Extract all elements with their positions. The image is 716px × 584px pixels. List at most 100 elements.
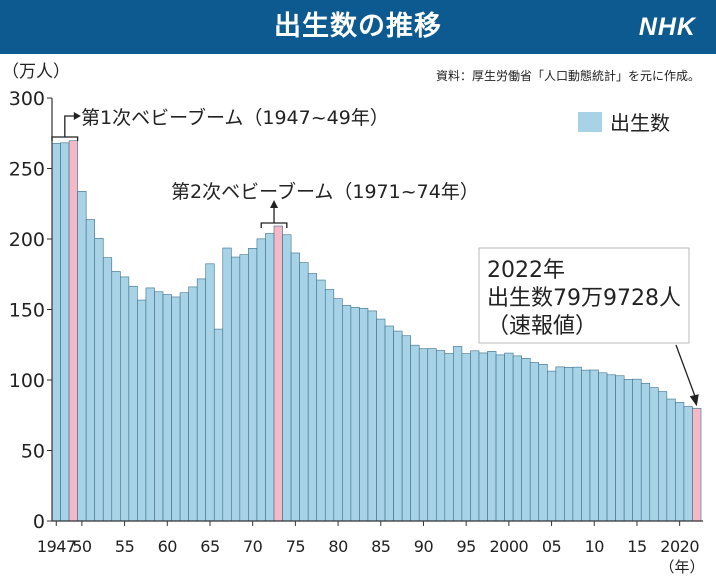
bar-2004: [538, 364, 548, 522]
bar-1959: [154, 291, 164, 522]
bar-2017: [649, 387, 659, 522]
birth-count-bar-chart: （万人） 資料：厚生労働省「人口動態統計」を元に作成。 050100150200…: [2, 62, 705, 576]
bar-1952: [94, 237, 104, 522]
x-tick-label: 1947: [37, 537, 76, 556]
bar-2011: [598, 372, 608, 522]
x-tick-label: 10: [585, 537, 605, 556]
callout-line: 2022年: [487, 258, 565, 283]
bar-1954: [111, 271, 121, 522]
page-title: 出生数の推移: [274, 11, 442, 42]
x-tick-label: 2000: [490, 537, 529, 556]
nhk-logo: NHK: [638, 13, 696, 41]
bar-2003: [529, 362, 540, 522]
bar-2016: [640, 382, 651, 522]
bar-1999: [495, 354, 505, 522]
x-tick-label: 85: [371, 537, 390, 556]
callout-line: （速報値）: [487, 314, 597, 339]
x-tick-label: 90: [414, 537, 434, 556]
bar-2007: [564, 367, 574, 522]
bar-1969: [239, 254, 249, 522]
bar-2000: [504, 352, 514, 522]
bar-1987: [393, 330, 403, 522]
callout-line: 出生数79万9728人: [487, 286, 681, 311]
bar-2008: [572, 366, 582, 522]
bar-2002: [521, 357, 531, 522]
x-tick-label: 75: [286, 537, 305, 556]
bar-1948: [60, 142, 70, 522]
x-tick-label: 65: [200, 537, 219, 556]
bar-1958: [145, 287, 155, 522]
legend-swatch: [578, 112, 602, 132]
bar-1976: [299, 262, 309, 522]
x-tick-label: 15: [627, 537, 646, 556]
bar-2018: [658, 391, 668, 522]
bar-1997: [478, 352, 488, 522]
y-axis-unit-label: （万人）: [2, 62, 70, 82]
bar-1998: [487, 351, 497, 522]
bar-2010: [589, 369, 599, 522]
bar-1953: [102, 257, 113, 522]
bar-1947: [51, 142, 61, 522]
bar-1963: [188, 286, 198, 522]
bar-1985: [376, 318, 386, 522]
legend-label: 出生数: [610, 111, 670, 135]
y-tick-label: 100: [9, 370, 45, 392]
bar-1989: [410, 344, 420, 522]
bar-1949: [68, 140, 78, 522]
bar-1957: [137, 299, 147, 522]
bar-1982: [350, 307, 360, 522]
source-note: 資料：厚生労働省「人口動態統計」を元に作成。: [436, 68, 700, 83]
y-tick-label: 50: [21, 441, 45, 463]
bar-1992: [435, 350, 446, 522]
boom1-pointer: [64, 115, 75, 137]
y-tick-label: 0: [33, 511, 45, 533]
x-tick-label: 50: [72, 537, 92, 556]
y-tick-label: 150: [9, 300, 45, 322]
bar-1972: [265, 233, 275, 522]
bar-2015: [632, 378, 642, 522]
bar-1970: [248, 248, 258, 522]
bar-1983: [359, 307, 369, 522]
bar-1955: [120, 276, 130, 522]
bar-1971: [256, 238, 266, 522]
y-tick-label: 250: [9, 159, 45, 181]
boom1-bracket: [51, 136, 79, 141]
bar-1996: [470, 350, 480, 522]
boom2-arrowhead: [270, 200, 279, 208]
bar-1994: [453, 346, 463, 522]
bar-1990: [418, 348, 429, 522]
bar-2013: [615, 375, 625, 522]
x-tick-label: 70: [243, 537, 263, 556]
bar-1973: [273, 225, 283, 522]
bar-1968: [231, 256, 241, 522]
bar-2021: [683, 406, 693, 522]
x-tick-label: 05: [542, 537, 561, 556]
bar-1951: [85, 219, 95, 522]
callout-arrowhead: [689, 394, 699, 407]
y-tick-label: 300: [9, 88, 45, 110]
bar-2001: [512, 355, 522, 522]
bar-2019: [666, 398, 676, 522]
boom1-label: 第1次ベビーブーム（1947~49年）: [81, 106, 389, 129]
x-tick-label: 95: [456, 537, 475, 556]
bar-2014: [623, 379, 633, 522]
bar-1991: [427, 348, 437, 522]
x-tick-label: 60: [158, 537, 178, 556]
bar-1995: [461, 353, 471, 522]
bar-1977: [307, 273, 318, 522]
boom1-arrowhead: [73, 112, 81, 120]
bar-2009: [581, 369, 591, 522]
bar-1966: [213, 328, 224, 522]
bar-2005: [546, 370, 557, 522]
bar-1988: [401, 335, 411, 522]
bar-1950: [77, 191, 87, 522]
bar-2020: [675, 402, 685, 522]
bar-1974: [282, 234, 292, 522]
bar-1978: [316, 279, 326, 522]
bar-1975: [290, 252, 300, 522]
y-tick-label: 200: [9, 229, 45, 251]
title-bar: 出生数の推移 NHK: [0, 0, 716, 54]
x-tick-label: 2020: [660, 537, 699, 556]
callout-box-2022: [478, 247, 690, 344]
boom2-label: 第2次ベビーブーム（1971~74年）: [171, 180, 479, 203]
